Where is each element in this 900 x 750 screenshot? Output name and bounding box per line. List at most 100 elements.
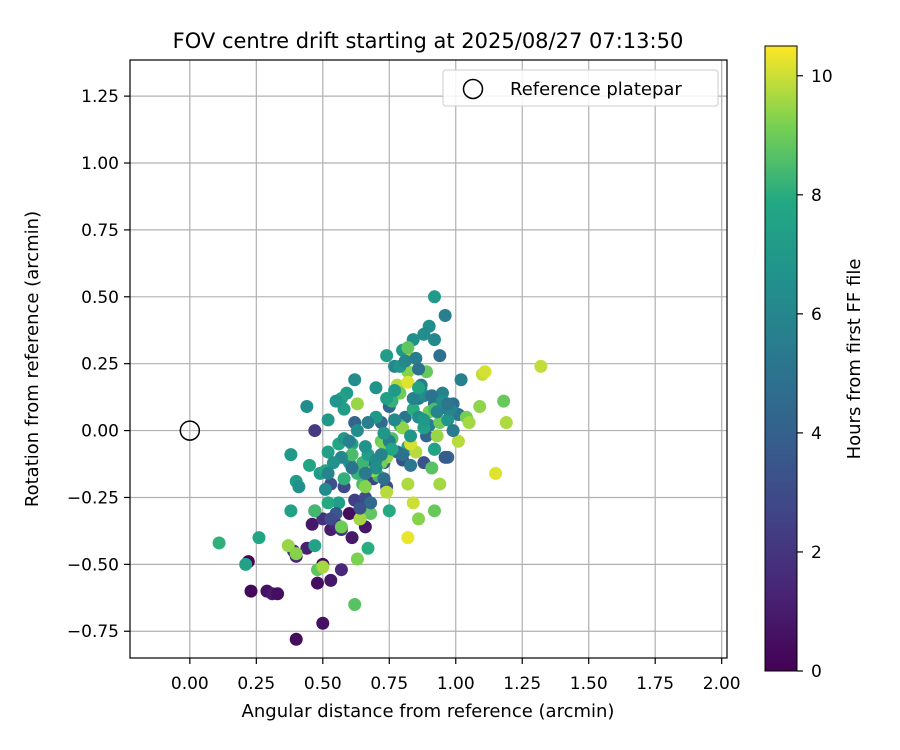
y-tick-label: 0.25 — [81, 355, 119, 375]
data-point — [292, 480, 306, 494]
legend-box — [442, 69, 719, 107]
data-point — [281, 539, 295, 553]
data-point — [310, 576, 324, 590]
data-point — [300, 399, 314, 413]
x-tick-label: 1.50 — [570, 674, 608, 694]
data-point — [427, 333, 441, 347]
y-tick-label: 0.75 — [81, 221, 119, 241]
data-point — [337, 472, 351, 486]
data-point — [427, 290, 441, 304]
data-point — [326, 456, 340, 470]
data-point — [534, 359, 548, 373]
data-point — [438, 309, 452, 323]
x-axis-ticks: 0.00 0.25 0.50 0.75 1.00 1.25 1.50 1.75 2.00 — [171, 658, 741, 694]
data-point — [388, 383, 402, 397]
data-point — [271, 587, 285, 601]
data-point — [412, 512, 426, 526]
data-point — [401, 375, 415, 389]
data-point — [239, 557, 253, 571]
x-tick-label: 1.00 — [437, 674, 475, 694]
data-point — [332, 496, 346, 510]
x-tick-label: 0.75 — [370, 674, 408, 694]
data-point — [353, 501, 367, 515]
data-point — [417, 327, 431, 341]
colorbar-gradient — [764, 45, 798, 672]
data-point — [385, 442, 399, 456]
y-axis-label: Rotation from reference (arcmin) — [22, 211, 43, 507]
data-point — [417, 413, 431, 427]
legend-marker — [462, 78, 484, 100]
data-point — [489, 466, 503, 480]
data-point — [377, 472, 391, 486]
data-point — [388, 413, 402, 427]
data-point — [350, 397, 364, 411]
data-point — [252, 531, 266, 545]
data-point — [350, 424, 364, 438]
data-point — [321, 413, 335, 427]
y-tick-label: 0.50 — [81, 288, 119, 308]
data-point — [361, 416, 375, 430]
data-point — [454, 373, 468, 387]
data-point — [358, 480, 372, 494]
x-tick-label: 0.50 — [304, 674, 342, 694]
grid-lines — [130, 60, 727, 658]
data-point — [358, 466, 372, 480]
data-point — [478, 365, 492, 379]
data-point — [318, 482, 332, 496]
data-point — [334, 563, 348, 577]
data-point — [406, 391, 420, 405]
data-point — [244, 584, 258, 598]
data-point — [308, 504, 322, 518]
data-point — [499, 416, 513, 430]
data-point — [406, 496, 420, 510]
data-point — [380, 485, 394, 499]
colorbar-ticks: 0 2 4 6 8 10 — [797, 67, 833, 682]
x-tick-label: 1.75 — [636, 674, 674, 694]
y-tick-label: −0.50 — [67, 555, 119, 575]
data-point — [380, 349, 394, 363]
chart-title: FOV centre drift starting at 2025/08/27 … — [173, 29, 684, 53]
data-point — [316, 560, 330, 574]
data-point — [396, 448, 410, 462]
data-point — [401, 341, 415, 355]
data-point — [427, 504, 441, 518]
data-point — [427, 442, 441, 456]
colorbar-tick-label: 4 — [811, 424, 822, 444]
colorbar-tick-label: 8 — [811, 186, 822, 206]
data-point — [473, 399, 487, 413]
data-point — [342, 507, 356, 521]
data-point — [369, 461, 383, 475]
data-point — [433, 477, 447, 491]
data-point — [345, 531, 359, 545]
data-point — [321, 466, 335, 480]
data-point — [377, 426, 391, 440]
data-point — [374, 448, 388, 462]
data-point — [380, 391, 394, 405]
data-point — [451, 434, 465, 448]
y-tick-label: 1.00 — [81, 154, 119, 174]
data-point — [404, 458, 418, 472]
data-point — [302, 458, 316, 472]
y-tick-label: 1.25 — [81, 87, 119, 107]
colorbar-label: Hours from first FF file — [844, 259, 865, 460]
x-tick-label: 0.00 — [171, 674, 209, 694]
data-point — [369, 381, 383, 395]
data-point — [364, 507, 378, 521]
data-point — [409, 351, 423, 365]
data-point — [430, 405, 444, 419]
data-point — [348, 373, 362, 387]
data-point — [334, 520, 348, 534]
data-point — [361, 541, 375, 555]
y-tick-label: −0.75 — [67, 622, 119, 642]
x-axis-label: Angular distance from reference (arcmin) — [242, 701, 615, 722]
data-point — [321, 496, 335, 510]
x-tick-label: 2.00 — [703, 674, 741, 694]
data-point — [289, 547, 303, 561]
data-point — [316, 616, 330, 630]
data-point — [308, 539, 322, 553]
data-point — [462, 416, 476, 430]
data-point — [212, 536, 226, 550]
plot-frame — [129, 59, 728, 659]
y-axis-ticks: −0.75 −0.50 −0.25 0.00 0.25 0.50 0.75 1.00 1.25 — [67, 87, 130, 642]
